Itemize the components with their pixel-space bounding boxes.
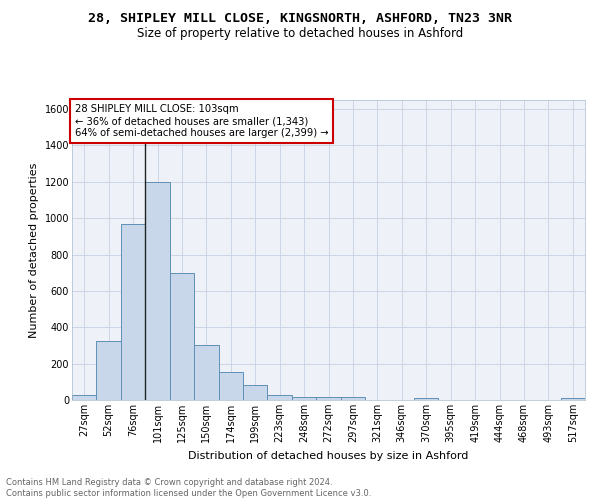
- Bar: [97, 341, 121, 400]
- Bar: [170, 272, 194, 400]
- Y-axis label: Number of detached properties: Number of detached properties: [29, 162, 39, 338]
- X-axis label: Distribution of detached houses by size in Ashford: Distribution of detached houses by size …: [188, 450, 469, 460]
- Bar: [121, 224, 145, 400]
- Bar: [218, 372, 243, 400]
- Bar: [414, 398, 439, 400]
- Bar: [316, 398, 341, 400]
- Bar: [194, 344, 218, 400]
- Text: 28 SHIPLEY MILL CLOSE: 103sqm
← 36% of detached houses are smaller (1,343)
64% o: 28 SHIPLEY MILL CLOSE: 103sqm ← 36% of d…: [74, 104, 328, 138]
- Text: Size of property relative to detached houses in Ashford: Size of property relative to detached ho…: [137, 28, 463, 40]
- Bar: [292, 398, 316, 400]
- Bar: [243, 386, 268, 400]
- Text: 28, SHIPLEY MILL CLOSE, KINGSNORTH, ASHFORD, TN23 3NR: 28, SHIPLEY MILL CLOSE, KINGSNORTH, ASHF…: [88, 12, 512, 26]
- Bar: [560, 398, 585, 400]
- Bar: [72, 395, 97, 400]
- Bar: [341, 398, 365, 400]
- Bar: [145, 182, 170, 400]
- Bar: [268, 396, 292, 400]
- Text: Contains HM Land Registry data © Crown copyright and database right 2024.
Contai: Contains HM Land Registry data © Crown c…: [6, 478, 371, 498]
